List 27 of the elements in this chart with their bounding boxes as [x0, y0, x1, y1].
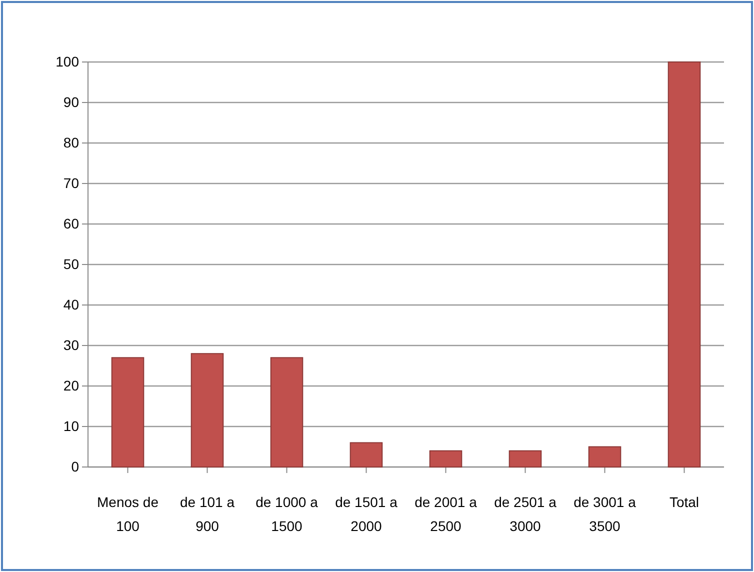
bar	[508, 450, 542, 468]
x-tick-label: Total	[669, 494, 700, 510]
bar	[668, 62, 701, 468]
y-tick-label: 90	[63, 94, 80, 110]
bar	[588, 446, 622, 468]
y-tick-label: 70	[63, 174, 80, 191]
y-tick-label: 100	[56, 53, 80, 70]
y-tick-label: 20	[63, 377, 80, 394]
y-tick-label: 0	[71, 458, 80, 474]
y-tick-label: 80	[63, 134, 80, 150]
y-tick-label: 30	[63, 336, 80, 353]
x-tick-label: Menos de 100	[97, 494, 159, 534]
x-tick-label: de 2001 a 2500	[414, 494, 478, 534]
x-tick-label: de 2501 a 3000	[494, 494, 557, 534]
x-tick-label: de 1501 a 2000	[335, 494, 398, 534]
bar	[190, 353, 224, 468]
x-tick-label: de 101 a 900	[180, 494, 235, 534]
bar	[111, 357, 144, 468]
bar	[350, 442, 383, 468]
y-tick-label: 40	[63, 296, 80, 312]
bar	[270, 357, 304, 468]
y-tick-label: 50	[63, 256, 80, 272]
x-tick-label: de 3001 a 3500	[574, 494, 636, 534]
y-tick-label: 60	[63, 215, 80, 232]
x-tick-label: de 1000 a 1500	[256, 494, 318, 534]
bar	[429, 450, 462, 468]
y-tick-label: 10	[63, 418, 80, 434]
